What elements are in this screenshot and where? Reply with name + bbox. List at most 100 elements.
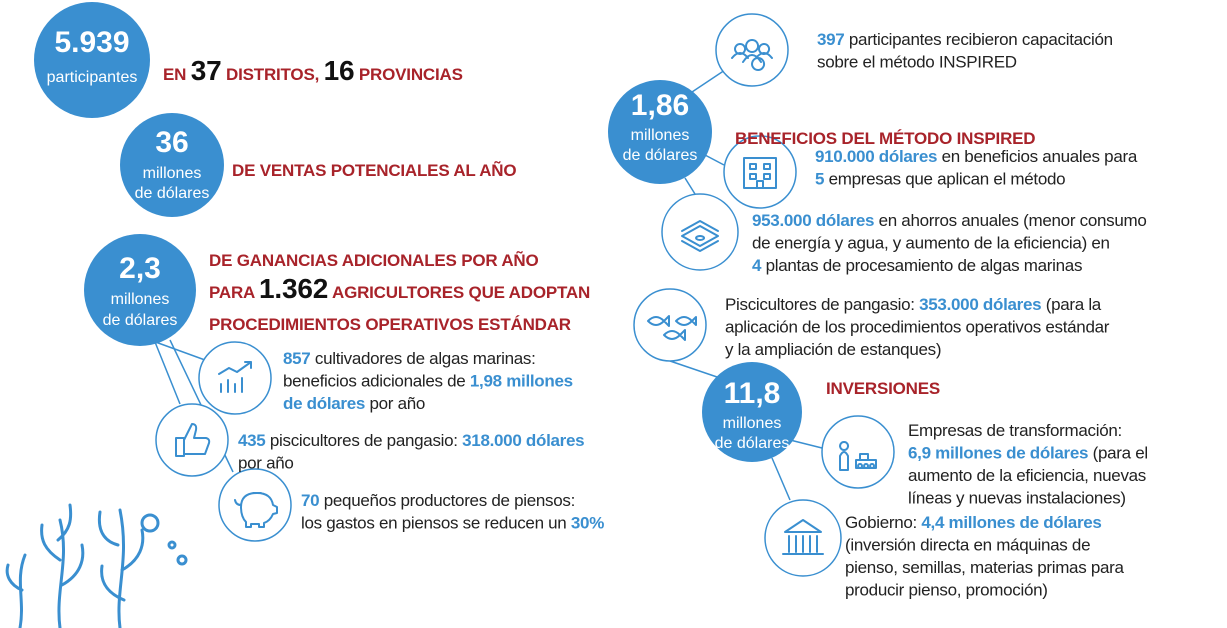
- stat-heading: BENEFICIOS DEL MÉTODO INSPIRED: [735, 129, 1035, 148]
- text-segment: los gastos en piensos se reducen un: [301, 514, 571, 533]
- text-segment: de dólares: [283, 394, 365, 413]
- stat-unit: de dólares: [103, 312, 178, 329]
- item-text: beneficios adicionales de 1,98 millones: [283, 372, 573, 391]
- item-text: sobre el método INSPIRED: [817, 53, 1017, 72]
- stat-unit: de dólares: [715, 435, 790, 452]
- text-segment: 318.000 dólares: [462, 431, 584, 450]
- icon-circle: [723, 135, 797, 209]
- stat-heading: DE VENTAS POTENCIALES AL AÑO: [232, 160, 516, 180]
- text-segment: 1,98 millones: [470, 372, 573, 391]
- text-segment: beneficios adicionales de: [283, 372, 470, 391]
- text-segment: participantes recibieron capacitación: [844, 30, 1112, 49]
- stat-unit: participantes: [47, 69, 138, 86]
- icon-circle: [821, 415, 895, 489]
- text-segment: plantas de procesamiento de algas marina…: [761, 256, 1082, 275]
- icon: [647, 315, 697, 341]
- text-segment: y la ampliación de estanques): [725, 340, 941, 359]
- text-segment: 30%: [571, 514, 604, 533]
- text-segment: 397: [817, 30, 844, 49]
- item-text: Piscicultores de pangasio: 353.000 dólar…: [725, 295, 1102, 314]
- text-segment: 353.000 dólares: [919, 295, 1041, 314]
- item-text: Gobierno: 4,4 millones de dólares: [845, 513, 1102, 532]
- item-text: 910.000 dólares en beneficios anuales pa…: [815, 147, 1138, 166]
- icons: [155, 13, 895, 577]
- text-segment: (inversión directa en máquinas de: [845, 536, 1090, 555]
- heading-segment: PARA: [209, 283, 259, 302]
- heading-segment: 16: [324, 55, 355, 86]
- item-text: los gastos en piensos se reducen un 30%: [301, 514, 604, 533]
- icon-circle: [198, 341, 272, 415]
- text-segment: 910.000 dólares: [815, 147, 937, 166]
- heading-segment: DISTRITOS,: [222, 65, 324, 84]
- item-text: líneas y nuevas instalaciones): [908, 489, 1126, 508]
- stat-unit: millones: [143, 165, 202, 182]
- item-text: aumento de la eficiencia, nuevas: [908, 466, 1146, 485]
- icon: [731, 39, 773, 71]
- stat-number: 1,86: [631, 89, 689, 122]
- text-segment: 435: [238, 431, 265, 450]
- stat-unit: de dólares: [623, 147, 698, 164]
- text-segment: 5: [815, 170, 824, 189]
- icon: [681, 220, 719, 252]
- stat-unit: millones: [631, 127, 690, 144]
- item-text: y la ampliación de estanques): [725, 340, 941, 359]
- icon-circle: [633, 288, 707, 362]
- text-segment: aumento de la eficiencia, nuevas: [908, 466, 1146, 485]
- stat-unit: de dólares: [135, 185, 210, 202]
- text-segment: Gobierno:: [845, 513, 921, 532]
- item-text: 397 participantes recibieron capacitació…: [817, 30, 1113, 49]
- item-text: pienso, semillas, materias primas para: [845, 558, 1125, 577]
- icon: [218, 361, 252, 393]
- stat-circle: [120, 113, 224, 217]
- text-segment: cultivadores de algas marinas:: [310, 349, 535, 368]
- icon-circle: [715, 13, 789, 87]
- icon: [782, 519, 824, 555]
- heading-segment: AGRICULTORES QUE ADOPTAN: [328, 283, 590, 302]
- stat-unit: millones: [723, 415, 782, 432]
- item-text: 70 pequeños productores de piensos:: [301, 491, 575, 510]
- stat-heading: EN 37 DISTRITOS, 16 PROVINCIAS: [163, 55, 463, 86]
- text-segment: en beneficios anuales para: [937, 147, 1138, 166]
- text-segment: sobre el método INSPIRED: [817, 53, 1017, 72]
- heading-segment: 37: [191, 55, 222, 86]
- heading-segment: DE GANANCIAS ADICIONALES POR AÑO: [209, 250, 539, 270]
- item-text: 4 plantas de procesamiento de algas mari…: [752, 256, 1082, 275]
- text-segment: empresas que aplican el método: [824, 170, 1065, 189]
- text-segment: 857: [283, 349, 310, 368]
- item-text: 953.000 dólares en ahorros anuales (meno…: [752, 211, 1147, 230]
- text-segment: líneas y nuevas instalaciones): [908, 489, 1126, 508]
- icon-circle: [218, 468, 292, 542]
- stat-heading: DE GANANCIAS ADICIONALES POR AÑO: [209, 250, 539, 270]
- heading-segment: BENEFICIOS DEL MÉTODO INSPIRED: [735, 129, 1035, 148]
- icon: [839, 441, 877, 471]
- icon: [175, 423, 211, 457]
- heading-segment: INVERSIONES: [826, 379, 940, 398]
- icon: [743, 157, 777, 189]
- text-segment: por año: [238, 454, 294, 473]
- text-segment: 953.000 dólares: [752, 211, 874, 230]
- item-text: de energía y agua, y aumento de la efici…: [752, 234, 1110, 253]
- item-text: aplicación de los procedimientos operati…: [725, 318, 1110, 337]
- seaweed-decoration: [5, 503, 188, 628]
- text-segment: de energía y agua, y aumento de la efici…: [752, 234, 1110, 253]
- text-segment: 70: [301, 491, 319, 510]
- text-segment: producir pienso, promoción): [845, 581, 1048, 600]
- stat-heading: INVERSIONES: [826, 379, 940, 398]
- text-segment: 6,9 millones de dólares: [908, 444, 1088, 463]
- heading-segment: 1.362: [259, 273, 328, 304]
- text-segment: en ahorros anuales (menor consumo: [874, 211, 1146, 230]
- stat-number: 11,8: [724, 377, 781, 410]
- text-segment: por año: [365, 394, 425, 413]
- text-segment: aplicación de los procedimientos operati…: [725, 318, 1110, 337]
- text-segment: Empresas de transformación:: [908, 421, 1122, 440]
- item-text: 6,9 millones de dólares (para el: [908, 444, 1148, 463]
- stat-heading: PARA 1.362 AGRICULTORES QUE ADOPTAN: [209, 273, 590, 304]
- text-segment: pequeños productores de piensos:: [319, 491, 575, 510]
- stat-circle: [34, 2, 150, 118]
- icon-circle: [661, 193, 739, 271]
- item-text: producir pienso, promoción): [845, 581, 1048, 600]
- heading-segment: EN: [163, 65, 191, 84]
- icon: [234, 492, 278, 528]
- item-text: 5 empresas que aplican el método: [815, 170, 1065, 189]
- stat-number: 2,3: [119, 252, 161, 285]
